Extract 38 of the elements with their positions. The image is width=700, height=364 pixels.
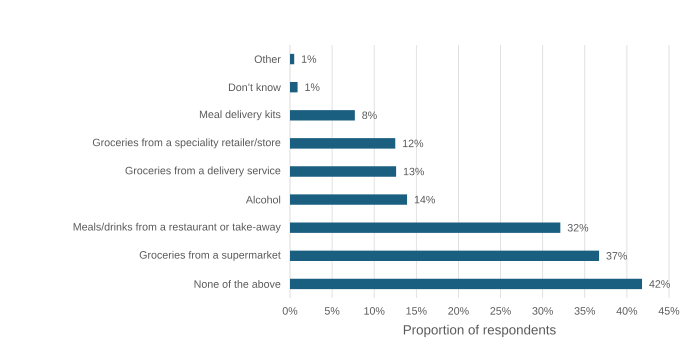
y-tick-label: None of the above <box>194 280 280 288</box>
y-tick-label: Meals/drinks from a restaurant or take-away <box>74 222 281 233</box>
x-axis-title: Proportion of respondents <box>404 324 556 338</box>
x-tick-label: 25% <box>490 307 511 315</box>
data-label: 12% <box>403 140 424 148</box>
data-label: 32% <box>568 224 588 232</box>
y-tick-label: Meal delivery kits <box>200 110 280 120</box>
x-tick-label: 40% <box>616 307 638 315</box>
data-label: 42% <box>649 280 670 288</box>
x-tick-label: 0% <box>282 307 298 315</box>
bar <box>290 278 642 290</box>
bar <box>290 110 355 120</box>
data-label: 8% <box>362 112 377 120</box>
x-tick-label: 15% <box>406 307 427 315</box>
bar <box>290 54 294 64</box>
data-label: 1% <box>302 55 316 63</box>
bar <box>290 222 560 233</box>
x-tick-label: 5% <box>324 307 340 315</box>
y-tick-label: Groceries from a delivery service <box>126 166 280 176</box>
bar <box>290 138 396 149</box>
y-tick-label: Groceries from a speciality retailer/store <box>92 138 280 148</box>
bar <box>290 166 396 177</box>
x-tick-label: 45% <box>658 307 680 315</box>
x-tick-label: 10% <box>364 307 385 315</box>
x-tick-label: 35% <box>574 307 596 315</box>
x-tick-label: 30% <box>532 307 553 315</box>
y-tick-label: Other <box>254 55 281 63</box>
bar <box>290 82 298 92</box>
y-tick-label: Alcohol <box>246 196 280 204</box>
y-tick-label: Groceries from a supermarket <box>140 250 281 261</box>
x-tick-label: 20% <box>448 307 469 315</box>
bar <box>290 250 600 262</box>
bar <box>290 194 408 205</box>
y-tick-label: Don’t know <box>228 83 281 92</box>
data-label: 13% <box>404 168 424 176</box>
data-label: 1% <box>305 83 320 91</box>
data-label: 14% <box>414 196 435 204</box>
data-label: 37% <box>606 252 627 260</box>
